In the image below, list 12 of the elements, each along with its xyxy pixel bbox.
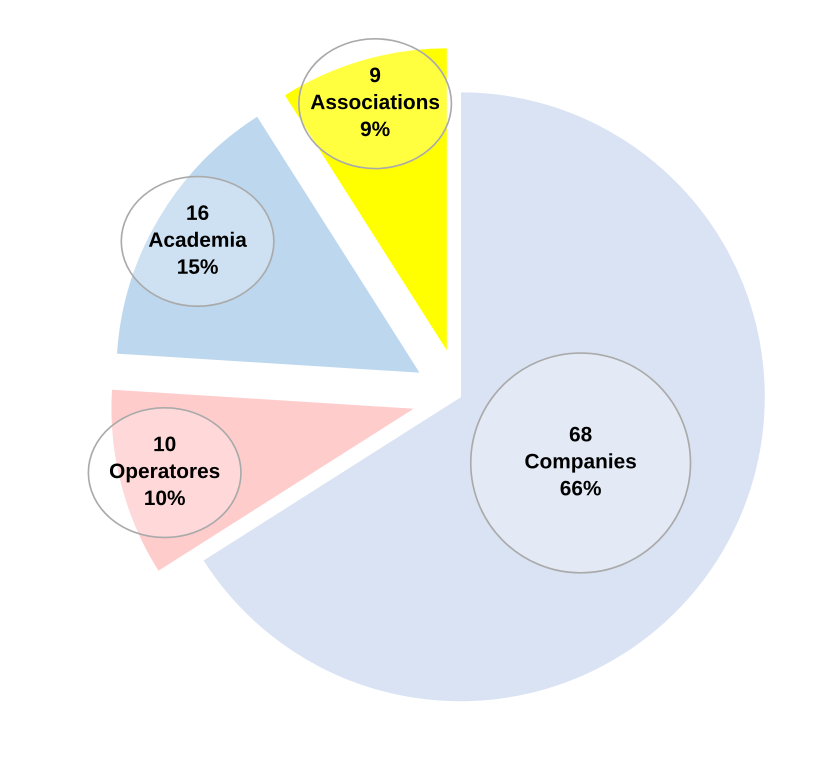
data-label: 10% xyxy=(145,490,185,506)
text: 16 xyxy=(187,205,208,220)
data-label: 9% xyxy=(360,121,390,136)
slice-label: Operatores xyxy=(110,464,220,482)
data-label: 15% xyxy=(178,259,218,274)
text: 10 xyxy=(154,436,176,452)
slice-label: Academia xyxy=(148,232,247,247)
slice-label: Companies xyxy=(525,453,636,473)
text: 9 xyxy=(370,68,380,82)
slice-label: Associations xyxy=(310,94,440,110)
text: 68 xyxy=(570,426,592,442)
data-label: 66% xyxy=(560,480,601,496)
